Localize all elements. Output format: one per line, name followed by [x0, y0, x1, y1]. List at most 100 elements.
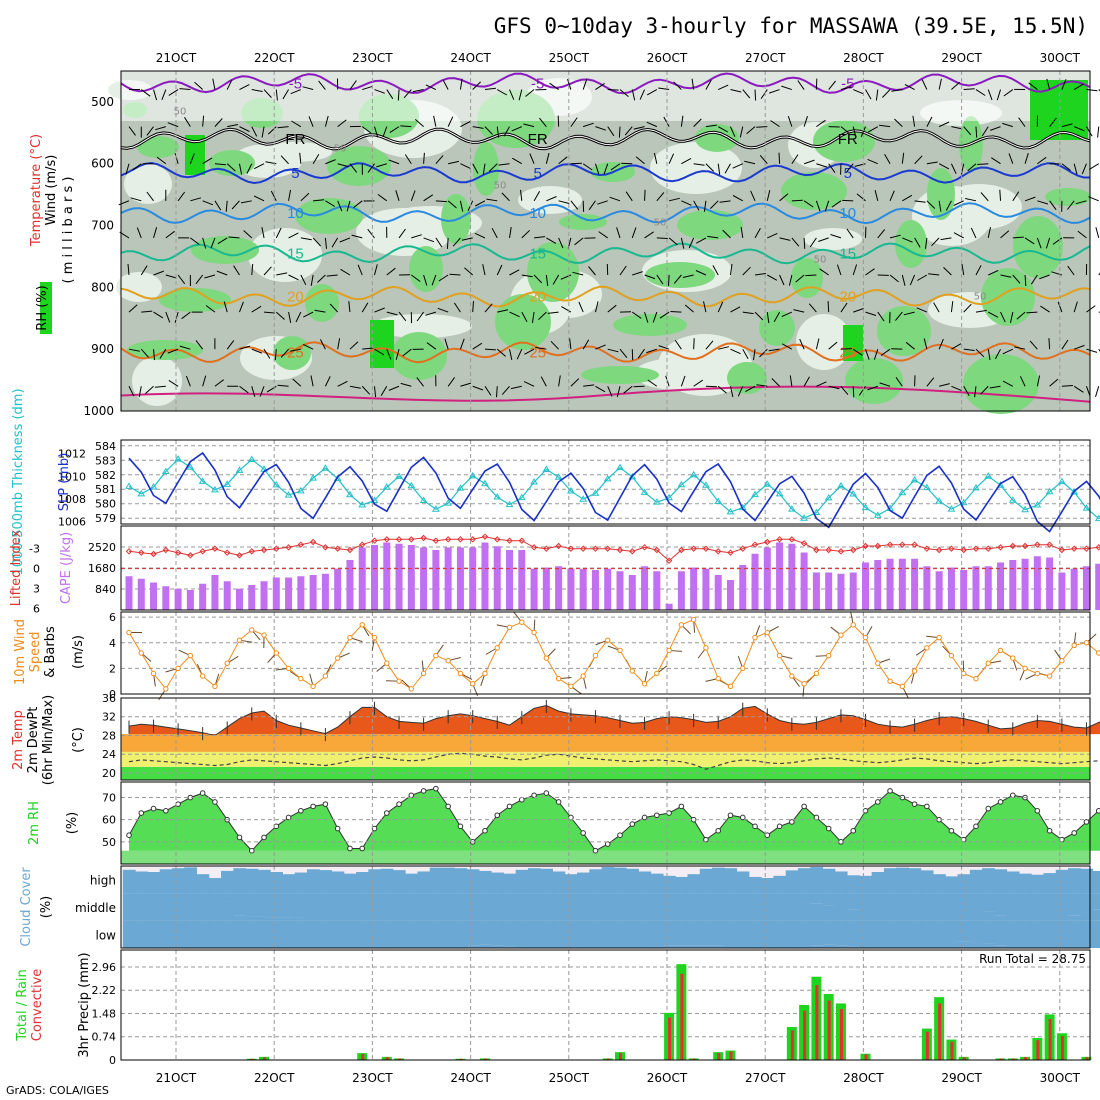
wind-barb: [423, 152, 425, 164]
wind10m-point: [236, 637, 243, 643]
wind-barb: [1077, 230, 1087, 239]
cloud-middle-clear: [159, 893, 173, 921]
wind10m-point: [740, 665, 746, 672]
cape-bar: [285, 577, 293, 610]
cloud-high-bar: [945, 876, 959, 894]
wind-barb: [840, 86, 852, 91]
thickness-tick-label: 579: [95, 512, 116, 525]
wind-barb: [225, 200, 228, 212]
cloud-high-bar: [159, 869, 173, 894]
wind-barb: [509, 349, 513, 361]
cloud-high-bar: [957, 874, 971, 894]
li-point: [457, 536, 464, 543]
rh-high-patch: [305, 284, 339, 322]
wind-barb: [852, 264, 858, 276]
thickness-point: [346, 490, 354, 498]
wind-barb: [501, 192, 510, 202]
wind-barb: [828, 163, 836, 173]
thickness-point: [714, 497, 723, 505]
wind-barb: [696, 237, 707, 244]
cloud-low-bar: [834, 945, 848, 948]
rh-high-patch: [1013, 216, 1063, 278]
precip-convective-bar: [1048, 1018, 1052, 1060]
cloud-middle-clear: [945, 893, 959, 921]
wind-barb: [523, 381, 535, 387]
wind-barb: [496, 264, 503, 276]
wind-barb: [891, 89, 903, 92]
cloud-high-bar: [343, 873, 357, 894]
cloud-high-bar: [442, 867, 455, 894]
wind-barb: [656, 237, 668, 239]
wind-barb: [867, 385, 878, 391]
li-point: [138, 549, 145, 556]
rh-point: [482, 827, 488, 834]
wind-barb: [518, 89, 523, 101]
wind-barb: [1036, 375, 1041, 387]
cloud-low-bar: [810, 945, 824, 948]
cloud-middle-clear: [171, 893, 185, 921]
cloud-low-clear: [221, 920, 234, 948]
cloud-high-bar: [601, 867, 615, 894]
cape-bar: [1046, 557, 1054, 610]
cloud-middle-clear: [564, 893, 578, 921]
precip-convective-bar: [864, 1054, 868, 1060]
wind-barb: [860, 126, 866, 137]
wind-barb: [389, 126, 400, 134]
cloud-high-bar: [1031, 874, 1044, 894]
rh-point: [874, 799, 881, 805]
rh-point: [1095, 808, 1100, 814]
wind-barb: [239, 345, 251, 350]
wind-barb: [914, 200, 926, 203]
cloud-middle-bar: [221, 901, 234, 921]
wind-barb: [302, 86, 314, 91]
li-point: [874, 542, 881, 550]
li-point: [223, 549, 231, 556]
wind-barb: [903, 311, 915, 316]
thickness-point: [431, 505, 440, 512]
wind-barb: [595, 126, 607, 131]
cloud-low-clear: [589, 920, 603, 948]
wind10m-point: [261, 632, 267, 638]
thickness-point: [910, 476, 919, 483]
wind10m-point: [420, 670, 427, 677]
thickness-point: [223, 480, 232, 487]
wind-barb: [538, 311, 547, 321]
wind-barb: [1012, 274, 1021, 284]
isotherm-line-30: [120, 385, 1091, 403]
rh-point: [310, 803, 316, 810]
rh-point: [150, 805, 157, 812]
thickness-tick-label: 584: [95, 440, 116, 453]
thickness-point: [726, 507, 735, 515]
cloud-middle-clear: [613, 893, 627, 921]
cloud-middle-clear: [331, 893, 345, 921]
rh-high-patch: [559, 214, 607, 230]
wind10m-point: [1071, 642, 1077, 649]
panel-ylabel: Temperature (°C)Wind (m/s): [29, 134, 59, 247]
temp-tick-label: 36: [102, 692, 116, 705]
thickness-point: [873, 511, 882, 518]
wind-barb: [386, 311, 398, 316]
date-label-bottom: 27OCT: [745, 1071, 786, 1085]
wind-barb: [740, 226, 744, 238]
thickness-point: [812, 508, 821, 516]
li-point: [960, 546, 967, 554]
wind-barb: [503, 126, 510, 137]
panel-ylabel: Lifted Index: [9, 529, 24, 606]
wind-barb: [501, 385, 510, 395]
precip-convective-bar: [1024, 1057, 1028, 1060]
wind-barb: [402, 348, 412, 357]
thickness-point: [284, 491, 293, 498]
wind-barb: [635, 156, 645, 165]
thickness-point: [211, 485, 219, 493]
slp-frame: [120, 439, 1091, 525]
cape-bar: [1058, 572, 1066, 610]
wind-barb: [177, 191, 186, 202]
wind-barb: [167, 348, 179, 354]
wind-barb: [496, 126, 500, 138]
cloud-high-bar: [208, 878, 222, 894]
wind-barb: [167, 122, 179, 128]
thickness-point: [591, 489, 600, 496]
wind-barb: [719, 200, 731, 203]
wind10m-point: [322, 673, 329, 679]
wind-barb: [558, 200, 570, 204]
